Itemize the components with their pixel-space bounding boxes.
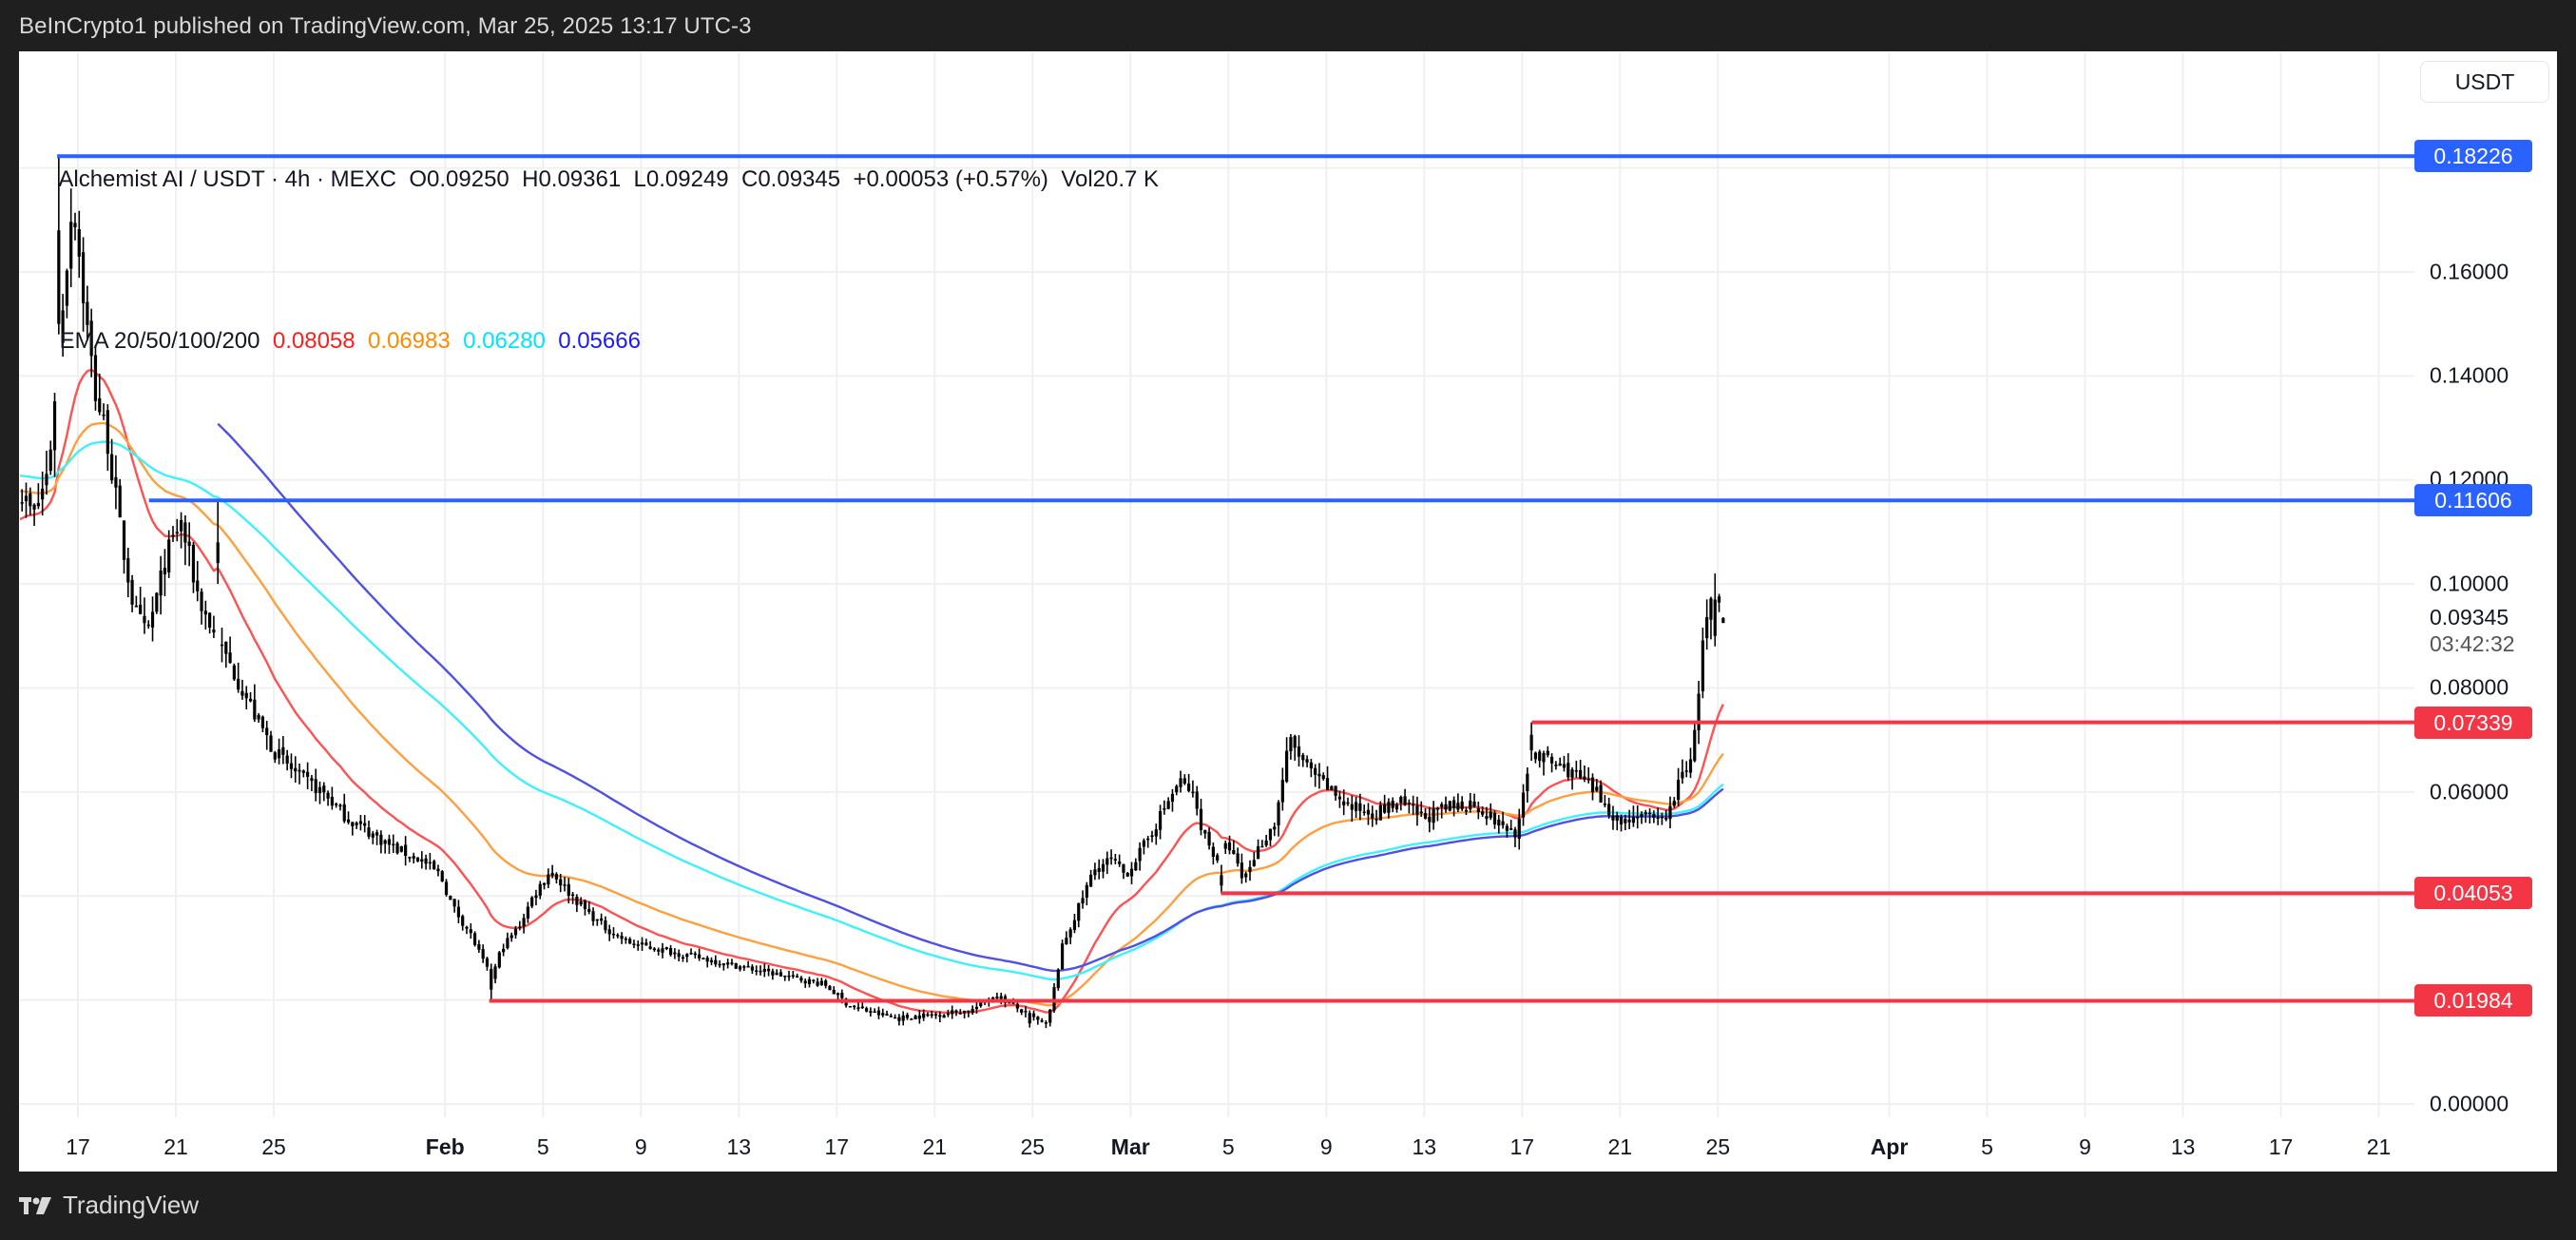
time-tick: 17 — [824, 1134, 850, 1159]
time-tick: 17 — [2268, 1134, 2294, 1159]
time-tick: 9 — [2079, 1134, 2091, 1159]
time-tick: 5 — [536, 1134, 549, 1159]
ema200-value: 0.05666 — [558, 328, 641, 354]
ema-200-line[interactable] — [217, 422, 1724, 973]
time-tick: Apr — [1870, 1134, 1909, 1159]
ema20-value: 0.08058 — [272, 328, 356, 354]
price-tick: 0.14000 — [2430, 362, 2509, 388]
open-value: O0.09250 — [409, 166, 509, 192]
time-tick: 13 — [2170, 1134, 2196, 1159]
currency-button[interactable]: USDT — [2420, 61, 2549, 103]
time-tick: 21 — [1607, 1134, 1633, 1159]
time-tick: 17 — [66, 1134, 90, 1159]
high-value: H0.09361 — [522, 166, 622, 192]
ema-row: EMA 20/50/100/200 0.08058 0.06983 0.0628… — [34, 293, 1159, 390]
horizontal-levels — [57, 154, 2414, 1003]
volume-value: Vol20.7 K — [1061, 166, 1160, 192]
time-tick: 17 — [1509, 1134, 1535, 1159]
price-tick: 0.00000 — [2430, 1091, 2509, 1116]
tradingview-logo[interactable]: TradingView — [19, 1191, 199, 1220]
time-tick: 5 — [1981, 1134, 1993, 1159]
price-tick: 0.16000 — [2430, 259, 2509, 284]
time-tick: 21 — [2366, 1134, 2392, 1159]
candlesticks — [20, 156, 1725, 1029]
publish-caption: BeInCrypto1 published on TradingView.com… — [19, 13, 752, 39]
low-value: L0.09249 — [633, 166, 729, 192]
chart-grid — [20, 52, 2414, 1117]
ema-lines — [18, 368, 1724, 1015]
tradingview-logo-icon — [19, 1196, 51, 1214]
level-tag-support-2: 0.04053 — [2414, 877, 2532, 909]
time-tick: 25 — [1020, 1134, 1046, 1159]
bar-countdown: 03:42:32 — [2430, 631, 2515, 656]
time-tick: 13 — [1412, 1134, 1437, 1159]
price-tick: 0.08000 — [2430, 674, 2509, 700]
level-tag-resistance-2: 0.11606 — [2414, 484, 2532, 516]
level-tag-support-3: 0.01984 — [2414, 984, 2532, 1017]
time-tick: 25 — [261, 1134, 286, 1159]
level-tag-resistance-1: 0.18226 — [2414, 140, 2532, 172]
time-tick: Feb — [425, 1134, 465, 1159]
chart-panel[interactable] — [19, 51, 2557, 1172]
ema-20-line[interactable] — [18, 368, 1724, 1015]
close-value: C0.09345 — [741, 166, 841, 192]
change-value: +0.00053 (+0.57%) — [853, 166, 1048, 192]
ema50-value: 0.06983 — [367, 328, 451, 354]
price-tick: 0.06000 — [2430, 779, 2509, 804]
time-tick: 21 — [163, 1134, 188, 1159]
ema-label[interactable]: EMA 20/50/100/200 — [59, 328, 260, 354]
ema-100-line[interactable] — [18, 440, 1724, 981]
ohlc-row: Alchemist AI / USDT · 4h · MEXC O0.09250… — [34, 131, 1159, 228]
brand-name: TradingView — [63, 1191, 200, 1219]
ema-50-line[interactable] — [18, 421, 1724, 1007]
level-tag-support-1: 0.07339 — [2414, 707, 2532, 739]
time-tick: 9 — [1319, 1134, 1333, 1159]
time-tick: 25 — [1705, 1134, 1731, 1159]
symbol-legend: Alchemist AI / USDT · 4h · MEXC O0.09250… — [34, 67, 1159, 422]
time-tick: Mar — [1110, 1134, 1150, 1159]
symbol-name[interactable]: Alchemist AI / USDT · 4h · MEXC — [58, 166, 396, 192]
time-tick: 9 — [634, 1134, 647, 1159]
time-tick: 5 — [1221, 1134, 1235, 1159]
time-tick: 21 — [922, 1134, 948, 1159]
last-price-label: 0.09345 — [2430, 605, 2509, 630]
time-tick: 13 — [726, 1134, 752, 1159]
price-tick: 0.10000 — [2430, 571, 2509, 596]
ema100-value: 0.06280 — [463, 328, 546, 354]
